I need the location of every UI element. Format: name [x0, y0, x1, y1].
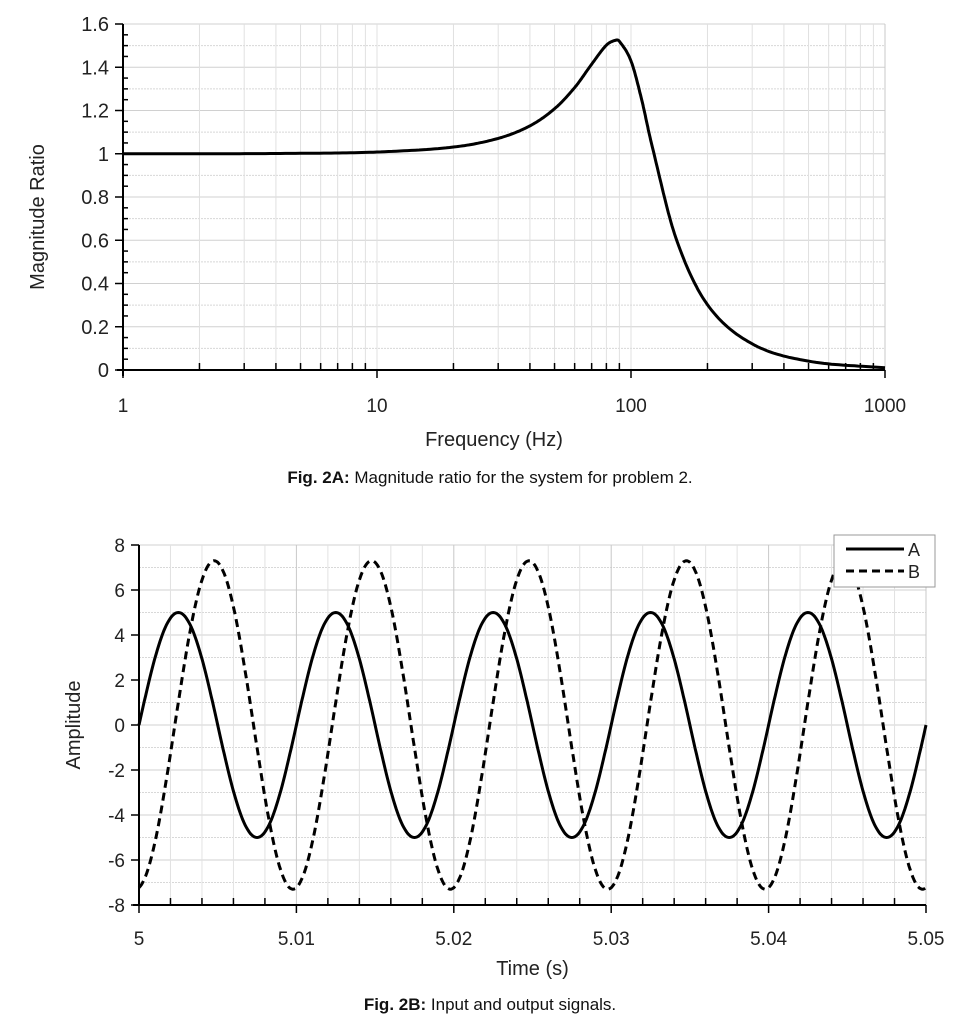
- y-tick-label: 8: [114, 536, 125, 557]
- signals-chart: -8 -6 -4 -2 0 2 4 6 8 5 5.01 5.02 5.03 5.04 5.05 Time (…: [63, 534, 945, 980]
- y-tick-label: 0.2: [81, 317, 109, 339]
- x-tick-label: 5.04: [750, 929, 787, 950]
- x-tick-label: 5.03: [593, 929, 630, 950]
- fig-2a-caption: Fig. 2A: Magnitude ratio for the system …: [0, 468, 980, 488]
- y-axis-label: Magnitude Ratio: [27, 144, 49, 290]
- x-tick-label: 5.01: [278, 929, 315, 950]
- y-tick-label: 4: [114, 626, 125, 647]
- y-tick-label: 1.2: [81, 101, 109, 123]
- x-tick-label: 5.05: [908, 929, 945, 950]
- y-axis-label: Amplitude: [63, 681, 85, 770]
- caption-text: Input and output signals.: [426, 995, 617, 1014]
- x-tick-label: 1: [118, 396, 129, 417]
- y-tick-label: -6: [108, 851, 125, 872]
- x-axis-label: Frequency (Hz): [425, 429, 563, 451]
- x-tick-label: 5.02: [435, 929, 472, 950]
- caption-text: Magnitude ratio for the system for probl…: [349, 468, 693, 487]
- magnitude-curve: [123, 38, 886, 370]
- y-tick-label: 2: [114, 671, 125, 692]
- y-tick-label: 0: [98, 360, 109, 382]
- y-tick-label: 6: [114, 581, 125, 602]
- x-tick-label: 1000: [864, 396, 906, 417]
- y-tick-label: -8: [108, 896, 125, 917]
- y-tick-label: 0.8: [81, 187, 109, 209]
- y-tick-label: 0: [114, 716, 125, 737]
- y-tick-label: 1.6: [81, 14, 109, 36]
- y-tick-label: -2: [108, 761, 125, 782]
- y-tick-label: 0.4: [81, 274, 109, 296]
- x-tick-label: 5: [134, 929, 145, 950]
- legend-box: [833, 534, 936, 588]
- legend-label: A: [908, 540, 920, 560]
- x-tick-label: 10: [366, 396, 387, 417]
- legend: AB: [833, 534, 936, 588]
- magnitude-ratio-chart: 0 0.2 0.4 0.6 0.8 1 1.2 1.4 1.6 1 10 100 1000 Frequen…: [27, 14, 906, 451]
- caption-label: Fig. 2B:: [363, 995, 427, 1014]
- legend-label: B: [908, 562, 920, 582]
- y-tick-label: 1.4: [81, 57, 109, 79]
- y-tick-label: 0.6: [81, 230, 109, 252]
- y-tick-label: 1: [98, 144, 109, 166]
- series-b-line: [137, 559, 927, 891]
- series-a-line: [137, 610, 928, 840]
- x-tick-label: 100: [615, 396, 647, 417]
- x-axis-label: Time (s): [496, 958, 569, 980]
- y-tick-label: -4: [108, 806, 125, 827]
- caption-label: Fig. 2A:: [287, 468, 350, 487]
- fig-2b-caption: Fig. 2B: Input and output signals.: [0, 995, 980, 1015]
